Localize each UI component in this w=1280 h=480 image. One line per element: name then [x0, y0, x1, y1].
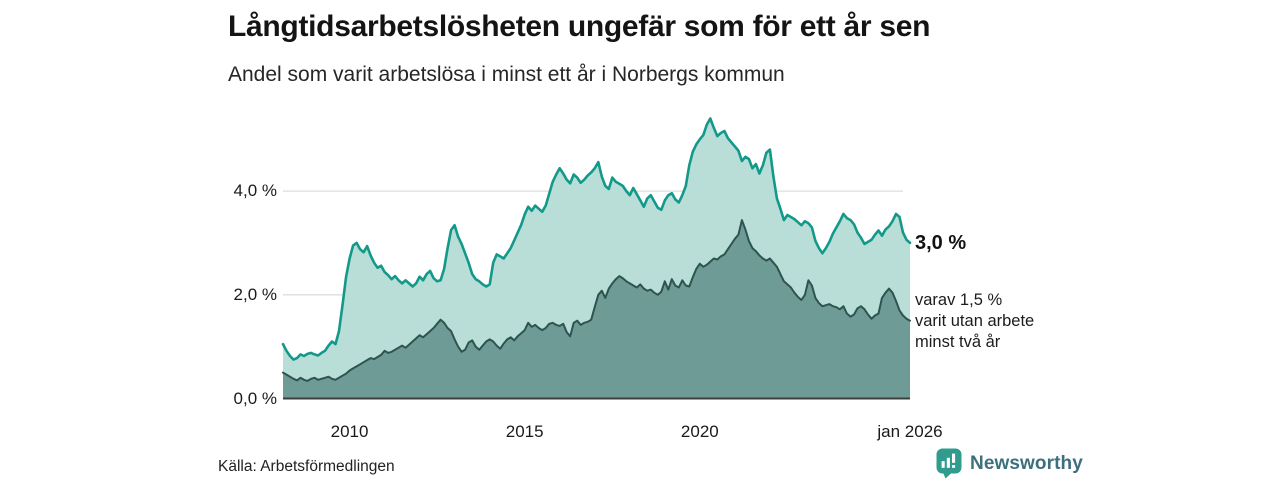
- x-tick-label: 2010: [330, 422, 369, 441]
- series-total-line: [281, 117, 912, 361]
- newsworthy-icon: [936, 448, 962, 479]
- y-tick-label: 2,0 %: [233, 284, 277, 304]
- x-tick-label: 2020: [680, 422, 719, 441]
- series-end-label-subset: varav 1,5 % varit utan arbete minst två …: [915, 290, 1034, 353]
- y-tick-label: 4,0 %: [233, 181, 277, 201]
- series-end-label-subset-line3: minst två år: [915, 332, 1001, 351]
- y-tick-label: 0,0 %: [233, 388, 277, 408]
- series-end-label-subset-line1: varav 1,5 %: [915, 290, 1003, 309]
- x-tick-label: 2015: [505, 422, 544, 441]
- series-end-label-subset-line2: varit utan arbete: [915, 311, 1035, 330]
- chart-title: Långtidsarbetslösheten ungefär som för e…: [228, 10, 931, 43]
- chart-subtitle: Andel som varit arbetslösa i minst ett å…: [228, 63, 785, 86]
- newsworthy-logo[interactable]: Newsworthy: [936, 448, 1083, 479]
- x-tick-label: jan 2026: [877, 422, 943, 441]
- series-subset-area: [283, 220, 910, 399]
- newsworthy-logo-text: Newsworthy: [970, 452, 1083, 474]
- series-end-label-total: 3,0 %: [915, 231, 967, 254]
- series-subset-line: [282, 219, 911, 382]
- source-note: Källa: Arbetsförmedlingen: [218, 458, 395, 475]
